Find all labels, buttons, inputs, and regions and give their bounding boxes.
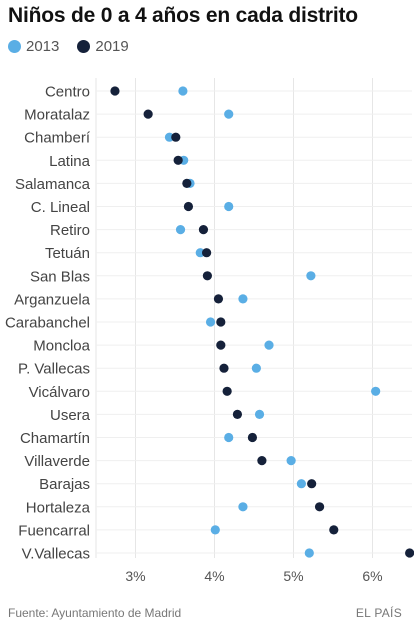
category-label: Latina (49, 153, 91, 170)
publisher-logo: EL PAÍS (355, 606, 402, 620)
data-point-2013 (254, 409, 265, 419)
data-point-2019 (247, 432, 258, 443)
data-point-2013 (224, 201, 234, 212)
data-point-2013 (175, 225, 186, 235)
dot-plot-chart: 3% 4% 5% 6% Centro Moratalaz Chamberí Latina Sal… (5, 78, 414, 584)
data-point-2013 (251, 363, 261, 373)
category-label: Chamberí (24, 130, 91, 147)
data-point-2019 (307, 479, 317, 489)
data-point-2019 (329, 525, 339, 535)
x-tick-label: 5% (283, 568, 303, 584)
data-point-2013 (238, 294, 248, 304)
data-point-2019 (173, 155, 183, 165)
data-point-2019 (314, 502, 325, 512)
data-point-2013 (224, 109, 234, 119)
data-point-2019 (219, 363, 229, 373)
category-label: Moratalaz (24, 107, 90, 124)
category-label: Centro (45, 84, 90, 101)
data-point-2013 (205, 317, 216, 327)
category-label: Tetuán (45, 245, 90, 262)
data-point-2013 (224, 432, 234, 443)
legend-item-2019: 2019 (77, 38, 129, 55)
data-point-2019 (202, 271, 212, 281)
category-label: Retiro (50, 222, 90, 239)
legend-swatch-2013 (8, 40, 21, 53)
data-point-2013 (178, 86, 188, 96)
data-point-2019 (257, 456, 267, 466)
data-point-2019 (232, 409, 243, 419)
data-point-2013 (304, 548, 314, 558)
data-point-2019 (216, 340, 226, 350)
data-point-2019 (202, 248, 212, 258)
data-point-2013 (286, 456, 296, 466)
x-tick-label: 3% (125, 568, 145, 584)
category-label: Carabanchel (5, 315, 90, 332)
category-label: Hortaleza (26, 499, 91, 516)
data-point-2013 (371, 386, 381, 396)
category-label: San Blas (30, 268, 90, 285)
category-label: Fuencarral (18, 522, 90, 539)
category-label: Vicálvaro (29, 384, 90, 401)
data-point-2019 (198, 225, 209, 235)
data-point-2019 (143, 109, 153, 119)
chart-title: Niños de 0 a 4 años en cada distrito (8, 4, 358, 27)
legend-swatch-2019 (77, 40, 91, 53)
category-label: Chamartín (20, 430, 90, 447)
category-label: V.Vallecas (22, 546, 90, 563)
legend-label-2019: 2019 (95, 38, 129, 55)
category-label: Villaverde (24, 453, 90, 470)
data-point-2019 (171, 132, 181, 142)
category-label: Arganzuela (14, 291, 91, 308)
legend-item-2013: 2013 (8, 38, 59, 55)
data-point-2019 (110, 86, 120, 96)
category-label: P. Vallecas (18, 361, 90, 378)
data-point-2013 (264, 340, 274, 350)
category-label: Salamanca (15, 176, 91, 193)
x-tick-label: 6% (362, 568, 382, 584)
data-point-2013 (296, 479, 306, 489)
data-point-2013 (306, 271, 316, 281)
category-label: Barajas (39, 476, 90, 493)
category-label: Moncloa (33, 338, 90, 355)
data-point-2019 (182, 178, 192, 188)
data-point-2013 (210, 525, 220, 535)
data-point-2013 (195, 248, 205, 258)
category-label: Usera (50, 407, 91, 424)
data-point-2019 (183, 201, 194, 212)
data-point-2019 (213, 294, 224, 304)
x-tick-label: 4% (204, 568, 224, 584)
source-note: Fuente: Ayuntamiento de Madrid (8, 606, 182, 620)
legend-label-2013: 2013 (26, 38, 60, 55)
data-point-2019 (216, 317, 226, 327)
data-point-2019 (222, 386, 232, 396)
category-label: C. Lineal (31, 199, 90, 216)
data-point-2013 (238, 502, 248, 512)
legend: 2013 2019 (8, 38, 147, 55)
data-point-2013 (164, 132, 175, 142)
data-point-2019 (405, 548, 414, 558)
